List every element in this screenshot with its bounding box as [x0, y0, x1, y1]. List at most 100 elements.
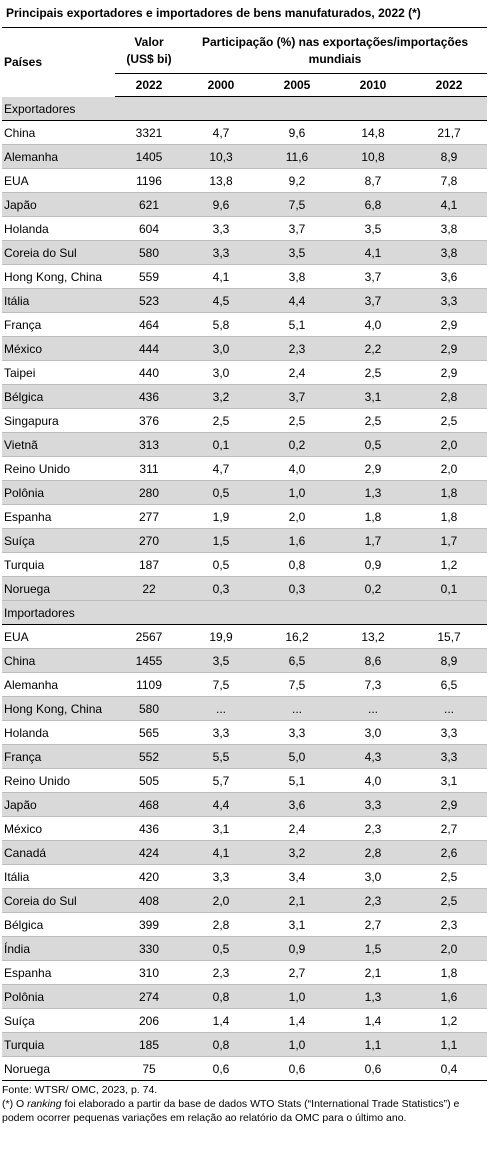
- share-cell: 3,7: [259, 384, 335, 409]
- share-cell: 4,5: [183, 288, 259, 313]
- share-cell: 2,5: [411, 888, 488, 913]
- table-body: Exportadores China 3321 4,7 9,6 14,8 21,7 Alema…: [2, 96, 488, 1081]
- share-cell: 3,1: [183, 816, 259, 841]
- share-cell: 3,7: [259, 216, 335, 241]
- share-cell: 1,5: [183, 528, 259, 553]
- share-cell: 0,5: [183, 936, 259, 961]
- share-cell: 4,3: [335, 744, 411, 769]
- share-cell: 1,1: [411, 1032, 488, 1057]
- section-row: Importadores: [2, 600, 488, 625]
- table-row: Espanha 277 1,9 2,0 1,8 1,8: [2, 504, 488, 529]
- share-cell: 10,8: [335, 144, 411, 169]
- header-year: 2000: [183, 73, 259, 97]
- share-cell: 6,5: [411, 672, 488, 697]
- share-cell: 2,7: [335, 912, 411, 937]
- header-year: 2022: [411, 73, 488, 97]
- share-cell: 3,3: [411, 720, 488, 745]
- value-cell: 552: [115, 744, 183, 769]
- country-cell: Itália: [2, 864, 115, 889]
- share-cell: ...: [259, 696, 335, 721]
- share-cell: 4,1: [183, 840, 259, 865]
- table-row: Reino Unido 505 5,7 5,1 4,0 3,1: [2, 768, 488, 793]
- table-row: Polônia 274 0,8 1,0 1,3 1,6: [2, 984, 488, 1009]
- value-cell: 1455: [115, 648, 183, 673]
- value-cell: 565: [115, 720, 183, 745]
- share-cell: 2,1: [259, 888, 335, 913]
- share-cell: ...: [183, 696, 259, 721]
- country-cell: Suíça: [2, 1008, 115, 1033]
- value-cell: 2567: [115, 624, 183, 649]
- share-cell: 2,4: [259, 816, 335, 841]
- value-cell: 436: [115, 816, 183, 841]
- share-cell: 9,6: [259, 120, 335, 145]
- share-cell: 11,6: [259, 144, 335, 169]
- share-cell: 5,1: [259, 312, 335, 337]
- value-cell: 444: [115, 336, 183, 361]
- country-cell: Taipei: [2, 360, 115, 385]
- share-cell: 1,2: [411, 1008, 488, 1033]
- share-cell: 5,7: [183, 768, 259, 793]
- share-cell: 4,7: [183, 120, 259, 145]
- share-cell: 2,9: [411, 336, 488, 361]
- data-table: Países Valor (US$ bi) Participação (%) n…: [2, 27, 488, 1081]
- share-cell: 2,5: [259, 408, 335, 433]
- country-cell: Turquia: [2, 1032, 115, 1057]
- value-cell: 468: [115, 792, 183, 817]
- share-cell: 3,8: [411, 216, 488, 241]
- value-cell: 464: [115, 312, 183, 337]
- note-rest: foi elaborado a partir da base de dados …: [2, 1098, 460, 1124]
- share-cell: 3,4: [259, 864, 335, 889]
- country-cell: Alemanha: [2, 672, 115, 697]
- country-cell: Hong Kong, China: [2, 696, 115, 721]
- share-cell: 14,8: [335, 120, 411, 145]
- share-cell: 3,5: [183, 648, 259, 673]
- table-row: Vietnã 313 0,1 0,2 0,5 2,0: [2, 432, 488, 457]
- share-cell: 0,1: [183, 432, 259, 457]
- value-cell: 277: [115, 504, 183, 529]
- note-prefix: (*) O: [2, 1098, 28, 1110]
- table-row: EUA 2567 19,9 16,2 13,2 15,7: [2, 624, 488, 649]
- share-cell: 8,9: [411, 144, 488, 169]
- share-cell: 2,8: [411, 384, 488, 409]
- table-row: França 552 5,5 5,0 4,3 3,3: [2, 744, 488, 769]
- share-cell: 1,0: [259, 984, 335, 1009]
- value-cell: 1109: [115, 672, 183, 697]
- share-cell: 2,0: [411, 432, 488, 457]
- country-cell: Espanha: [2, 960, 115, 985]
- footnotes: Fonte: WTSR/ OMC, 2023, p. 74. (*) O ran…: [0, 1083, 482, 1125]
- share-cell: 5,8: [183, 312, 259, 337]
- table-row: Bélgica 399 2,8 3,1 2,7 2,3: [2, 912, 488, 937]
- value-cell: 310: [115, 960, 183, 985]
- section-label: Exportadores: [2, 96, 488, 121]
- table-row: China 1455 3,5 6,5 8,6 8,9: [2, 648, 488, 673]
- table-row: Índia 330 0,5 0,9 1,5 2,0: [2, 936, 488, 961]
- value-cell: 420: [115, 864, 183, 889]
- value-cell: 185: [115, 1032, 183, 1057]
- share-cell: 3,6: [411, 264, 488, 289]
- value-cell: 22: [115, 576, 183, 601]
- share-cell: 2,5: [411, 864, 488, 889]
- share-cell: 2,5: [411, 408, 488, 433]
- share-cell: 7,8: [411, 168, 488, 193]
- value-cell: 75: [115, 1056, 183, 1081]
- share-cell: 7,5: [259, 672, 335, 697]
- share-cell: 1,7: [411, 528, 488, 553]
- value-cell: 408: [115, 888, 183, 913]
- value-cell: 436: [115, 384, 183, 409]
- country-cell: Coreia do Sul: [2, 888, 115, 913]
- country-cell: Noruega: [2, 1056, 115, 1081]
- share-cell: 3,3: [259, 720, 335, 745]
- share-cell: 0,3: [183, 576, 259, 601]
- table-row: Turquia 185 0,8 1,0 1,1 1,1: [2, 1032, 488, 1057]
- share-cell: 3,0: [335, 720, 411, 745]
- ranking-note: (*) O ranking foi elaborado a partir da …: [2, 1097, 482, 1125]
- share-cell: 4,1: [183, 264, 259, 289]
- country-cell: Espanha: [2, 504, 115, 529]
- table-row: Japão 621 9,6 7,5 6,8 4,1: [2, 192, 488, 217]
- country-cell: Reino Unido: [2, 768, 115, 793]
- share-cell: 0,6: [259, 1056, 335, 1081]
- share-cell: 3,3: [183, 864, 259, 889]
- share-cell: 1,6: [259, 528, 335, 553]
- country-cell: Polônia: [2, 984, 115, 1009]
- share-cell: 0,2: [335, 576, 411, 601]
